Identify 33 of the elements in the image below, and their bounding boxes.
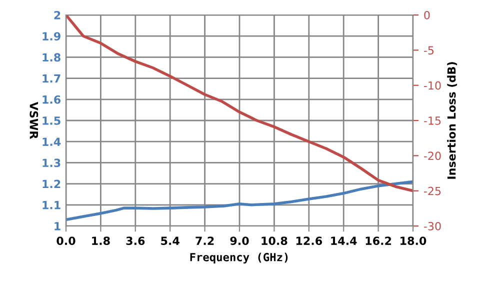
y-tick-label: 1.2 bbox=[42, 180, 60, 188]
x-axis-title: Frequency (GHz) bbox=[190, 252, 288, 264]
x-tick-label: 16.2 bbox=[366, 236, 392, 246]
y-tick-label: 1.6 bbox=[42, 95, 61, 104]
y-tick-label: 1.4 bbox=[42, 138, 61, 146]
x-tick-label: 1.8 bbox=[92, 236, 110, 246]
y-tick-label: 1.9 bbox=[42, 32, 60, 40]
y2-tick-label: -5 bbox=[424, 46, 434, 55]
y2-tick-label: -15 bbox=[424, 116, 441, 125]
x-tick-label: 18.0 bbox=[400, 236, 426, 246]
x-tick-label: 5.4 bbox=[161, 236, 180, 246]
y-tick-label: 1 bbox=[54, 222, 60, 230]
x-tick-label: 3.6 bbox=[126, 236, 145, 246]
x-tick-label: 10.8 bbox=[262, 236, 288, 246]
y2-axis-title: Insertion Loss (dB) bbox=[447, 62, 458, 179]
y2-tick-label: 0 bbox=[424, 10, 430, 20]
x-tick-label: 0.0 bbox=[56, 236, 76, 246]
y2-tick-label: -25 bbox=[424, 186, 441, 196]
y-tick-label: 1.5 bbox=[42, 116, 60, 125]
x-tick-label: 7.2 bbox=[196, 236, 214, 245]
y-tick-label: 1.7 bbox=[42, 74, 60, 83]
y2-tick-label: -10 bbox=[424, 81, 441, 90]
y-axis-title: VSWR bbox=[30, 102, 38, 139]
y-tick-label: 1.8 bbox=[42, 53, 60, 62]
line-series bbox=[66, 180, 413, 222]
y-tick-label: 1.3 bbox=[42, 158, 60, 168]
y-tick-label: 1.1 bbox=[42, 201, 60, 210]
x-tick-label: 12.6 bbox=[296, 236, 322, 246]
y2-tick-label: -20 bbox=[424, 152, 441, 160]
x-tick-label: 9.0 bbox=[230, 236, 249, 246]
y-tick-label: 2 bbox=[54, 10, 60, 20]
y2-tick-label: -30 bbox=[424, 222, 441, 230]
x-tick-label: 14.4 bbox=[331, 236, 357, 245]
